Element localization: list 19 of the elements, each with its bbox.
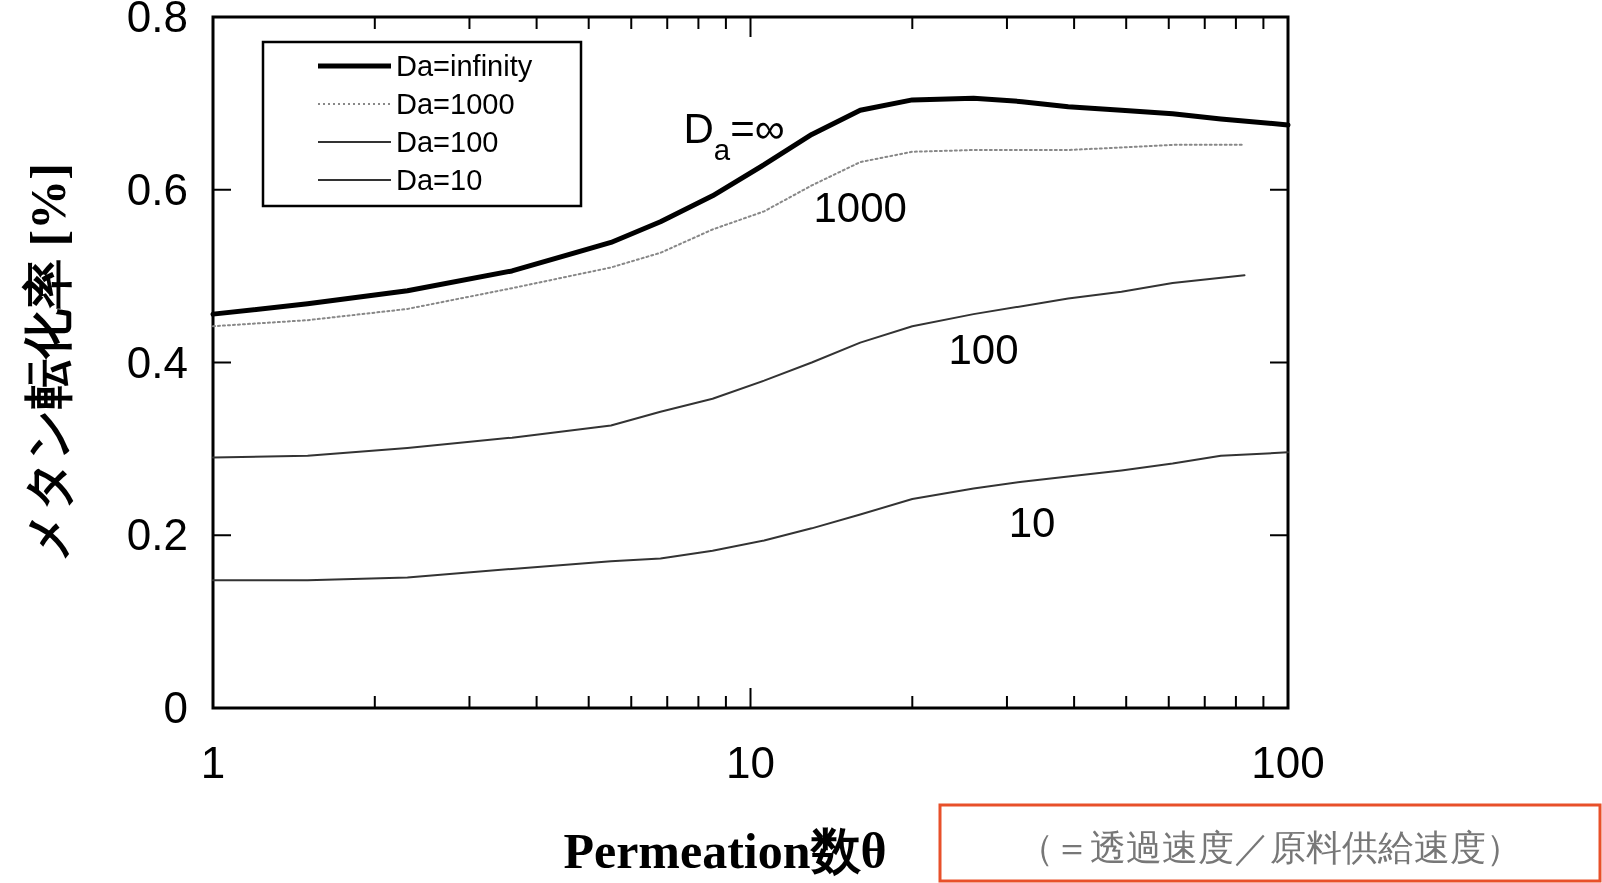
x-axis-title: Permeation数θ [563,823,887,879]
y-tick-label: 0.2 [126,510,188,560]
y-tick-label: 0.8 [126,0,188,41]
legend-label: Da=10 [396,164,483,196]
annotation: 10 [1008,498,1056,546]
y-tick-label: 0.4 [126,337,188,387]
y-tick-label: 0.6 [126,164,188,214]
y-axis-title: メタン転化率 [%] [20,163,76,562]
legend-label: Da=infinity [396,50,533,82]
annotation: 100 [948,326,1019,374]
x-tick-label: 10 [726,738,775,787]
x-tick-label: 1 [200,738,226,787]
annotation: 1000 [813,184,907,232]
legend-label: Da=100 [396,126,499,158]
legend-label: Da=1000 [396,88,515,120]
y-tick-label: 0 [163,683,188,732]
annotation: D$_{a}$=∞ [683,104,785,166]
x-tick-label: 100 [1251,738,1325,787]
text: （＝透過速度／原料供給速度） [1018,828,1522,868]
